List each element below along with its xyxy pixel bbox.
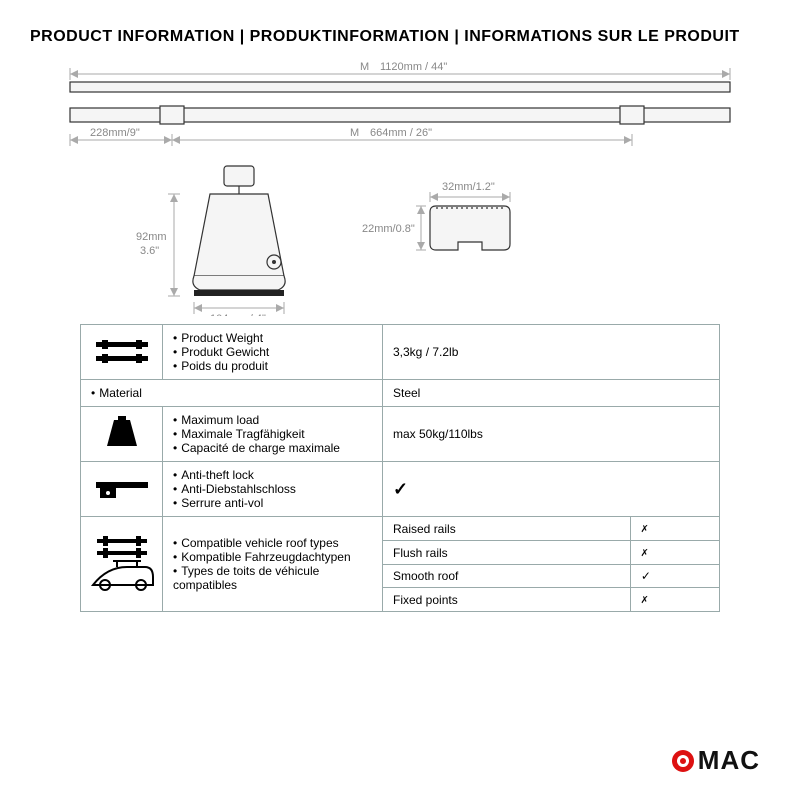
compat-sub-label: Flush rails	[383, 541, 631, 565]
compat-sub-label: Raised rails	[383, 517, 631, 541]
compat-sub-value: ✗	[630, 541, 719, 565]
table-row: Anti-theft lock Anti-Diebstahlschloss Se…	[81, 462, 720, 517]
logo-icon	[672, 750, 694, 772]
antitheft-labels: Anti-theft lock Anti-Diebstahlschloss Se…	[163, 462, 383, 517]
brand-logo: MAC	[672, 745, 760, 776]
dim-offset: 228mm/9"	[90, 127, 140, 139]
compat-labels: Compatible vehicle roof types Kompatible…	[163, 517, 383, 612]
compat-sub-value: ✓	[630, 565, 719, 588]
compat-icon	[81, 517, 163, 612]
dim-marker-top: M	[360, 61, 369, 73]
material-value: Steel	[383, 380, 720, 407]
table-row: Compatible vehicle roof types Kompatible…	[81, 517, 720, 541]
diagram-svg: M 1120mm / 44" 228mm/9" M 664mm / 26" 92…	[30, 56, 770, 316]
weight-value: 3,3kg / 7.2lb	[383, 325, 720, 380]
dim-tower-h-in: 3.6"	[140, 245, 159, 257]
material-label: Material	[81, 380, 383, 407]
dim-tower-base: 104mm / 4"	[210, 313, 266, 316]
maxload-labels: Maximum load Maximale Tragfähigkeit Capa…	[163, 407, 383, 462]
antitheft-value: ✓	[383, 462, 720, 517]
compat-sub-value: ✗	[630, 588, 719, 612]
table-row: Product Weight Produkt Gewicht Poids du …	[81, 325, 720, 380]
antitheft-icon	[81, 462, 163, 517]
dim-profile-h: 22mm/0.8"	[362, 223, 415, 235]
weight-icon	[81, 325, 163, 380]
table-row: Maximum load Maximale Tragfähigkeit Capa…	[81, 407, 720, 462]
dim-marker-inner: M	[350, 127, 359, 139]
compat-sub-label: Smooth roof	[383, 565, 631, 588]
table-row: Material Steel	[81, 380, 720, 407]
dim-inner: 664mm / 26"	[370, 127, 432, 139]
dim-top-length: 1120mm / 44"	[380, 61, 447, 73]
weight-labels: Product Weight Produkt Gewicht Poids du …	[163, 325, 383, 380]
logo-text: MAC	[698, 745, 760, 776]
compat-sub-value: ✗	[630, 517, 719, 541]
page-title: PRODUCT INFORMATION | PRODUKTINFORMATION…	[0, 0, 800, 56]
compat-sub-label: Fixed points	[383, 588, 631, 612]
spec-table: Product Weight Produkt Gewicht Poids du …	[80, 324, 720, 612]
maxload-value: max 50kg/110lbs	[383, 407, 720, 462]
maxload-icon	[81, 407, 163, 462]
dim-profile-w: 32mm/1.2"	[442, 181, 495, 193]
dim-tower-h-mm: 92mm	[136, 231, 167, 243]
technical-diagram: M 1120mm / 44" 228mm/9" M 664mm / 26" 92…	[30, 56, 770, 316]
